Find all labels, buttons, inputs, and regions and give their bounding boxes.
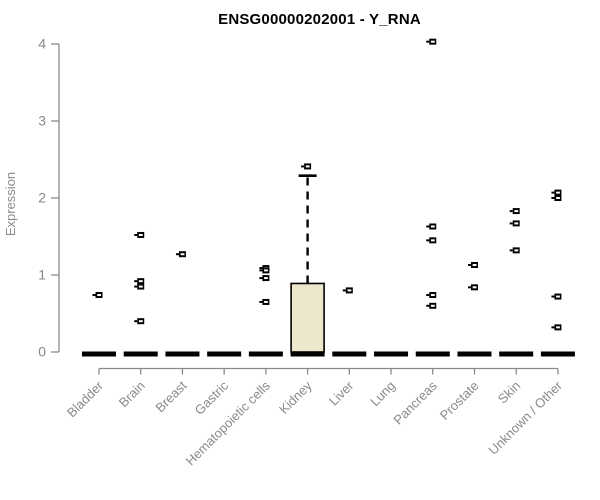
data-point-tick — [134, 320, 138, 323]
data-point-center — [264, 269, 268, 272]
data-point-center — [556, 326, 560, 329]
data-point-center — [138, 320, 143, 323]
median-bar — [540, 351, 575, 357]
data-point-center — [264, 300, 268, 303]
data-point-tick — [134, 280, 138, 283]
data-point-tick — [426, 225, 430, 228]
data-point-tick — [467, 286, 471, 289]
data-point-center — [472, 263, 477, 266]
median-bar — [290, 351, 325, 357]
data-point-center — [556, 191, 560, 194]
median-bar — [374, 351, 409, 357]
y-axis-label: Expression — [3, 171, 18, 237]
data-point-tick — [509, 222, 513, 225]
data-point-center — [514, 210, 519, 213]
chart-title: ENSG00000202001 - Y_RNA — [218, 11, 421, 28]
data-point-tick — [175, 253, 179, 256]
median-bar — [82, 351, 116, 357]
y-tick-label: 3 — [38, 113, 46, 129]
data-point-center — [430, 304, 435, 307]
y-tick-label: 4 — [38, 36, 46, 52]
data-point-tick — [551, 197, 555, 199]
median-bar — [248, 351, 283, 357]
data-point-center — [180, 253, 185, 256]
data-point-tick — [509, 249, 513, 252]
data-point-center — [264, 277, 268, 280]
data-point-tick — [92, 294, 96, 297]
data-point-center — [138, 280, 143, 283]
y-tick-label: 0 — [38, 344, 46, 360]
x-tick-label: Unknown / Other — [485, 378, 565, 458]
data-point-tick — [301, 165, 305, 168]
data-point-center — [97, 294, 101, 297]
x-tick-label: Prostate — [437, 378, 482, 423]
x-tick-label: Skin — [495, 378, 523, 406]
data-point-center — [347, 289, 352, 292]
x-tick-label: Liver — [326, 378, 357, 409]
median-bar — [499, 351, 534, 357]
x-tick-label: Bladder — [64, 378, 107, 421]
median-bar — [165, 351, 200, 357]
y-tick-label: 1 — [38, 267, 46, 283]
y-tick-label: 2 — [38, 190, 46, 206]
data-point-tick — [551, 326, 555, 329]
median-bar — [207, 351, 242, 357]
x-tick-label: Kidney — [276, 378, 315, 417]
data-point-tick — [259, 300, 263, 303]
data-point-center — [138, 233, 143, 236]
median-bar — [123, 351, 158, 357]
data-point-tick — [509, 210, 513, 213]
data-point-center — [556, 295, 560, 298]
data-point-tick — [134, 285, 138, 288]
data-point-tick — [551, 191, 555, 194]
median-bar — [457, 351, 492, 357]
median-bar — [415, 351, 450, 357]
box — [290, 282, 325, 353]
data-point-tick — [426, 294, 430, 297]
data-point-tick — [259, 269, 263, 272]
data-point-center — [138, 285, 143, 288]
data-point-center — [430, 225, 435, 228]
data-point-tick — [426, 40, 430, 43]
data-point-center — [305, 165, 310, 168]
data-point-center — [472, 286, 477, 289]
median-bar — [332, 351, 367, 357]
data-point-tick — [426, 239, 430, 242]
data-point-tick — [551, 295, 555, 298]
x-tick-label: Brain — [116, 378, 148, 410]
data-point-center — [514, 222, 519, 225]
data-point-center — [430, 40, 435, 43]
data-point-center — [556, 197, 560, 199]
data-point-center — [514, 249, 519, 252]
x-tick-label: Gastric — [192, 378, 232, 418]
x-tick-label: Lung — [367, 378, 398, 409]
data-point-tick — [134, 233, 138, 236]
data-point-tick — [259, 277, 263, 280]
data-point-tick — [426, 304, 430, 307]
data-point-center — [430, 239, 435, 242]
x-tick-label: Pancreas — [390, 378, 440, 428]
data-point-tick — [467, 263, 471, 266]
data-point-tick — [342, 289, 346, 292]
data-point-center — [430, 294, 435, 297]
x-tick-label: Breast — [152, 378, 189, 415]
data-point-tick — [259, 267, 263, 270]
